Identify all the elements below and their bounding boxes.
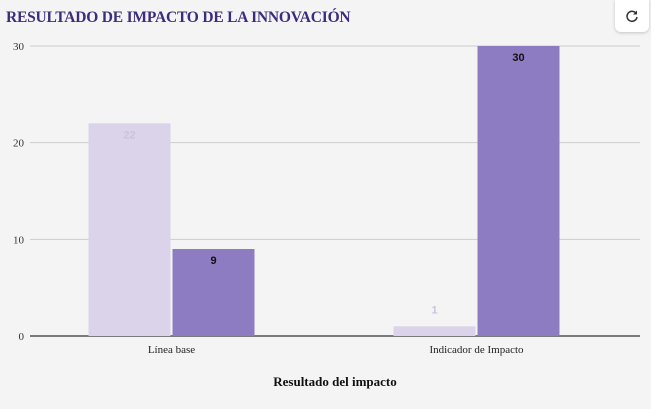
y-tick-label: 0 [19, 331, 25, 343]
bar [477, 46, 560, 336]
y-tick-label: 10 [13, 234, 25, 246]
bar [88, 123, 171, 336]
x-axis-title: Resultado del impacto [273, 374, 397, 389]
bar [172, 249, 255, 336]
y-tick-label: 30 [13, 41, 25, 53]
refresh-button[interactable] [615, 0, 649, 32]
data-label: 22 [123, 129, 135, 141]
refresh-icon [626, 10, 638, 23]
y-tick-label: 20 [13, 138, 25, 150]
x-tick-label: Línea base [148, 344, 195, 356]
bar [393, 326, 476, 336]
chart-title: RESULTADO DE IMPACTO DE LA INNOVACIÓN [6, 9, 351, 26]
x-tick-label: Indicador de Impacto [429, 344, 524, 356]
data-label: 1 [431, 304, 437, 316]
data-label: 30 [512, 52, 524, 64]
data-label: 9 [210, 255, 216, 267]
